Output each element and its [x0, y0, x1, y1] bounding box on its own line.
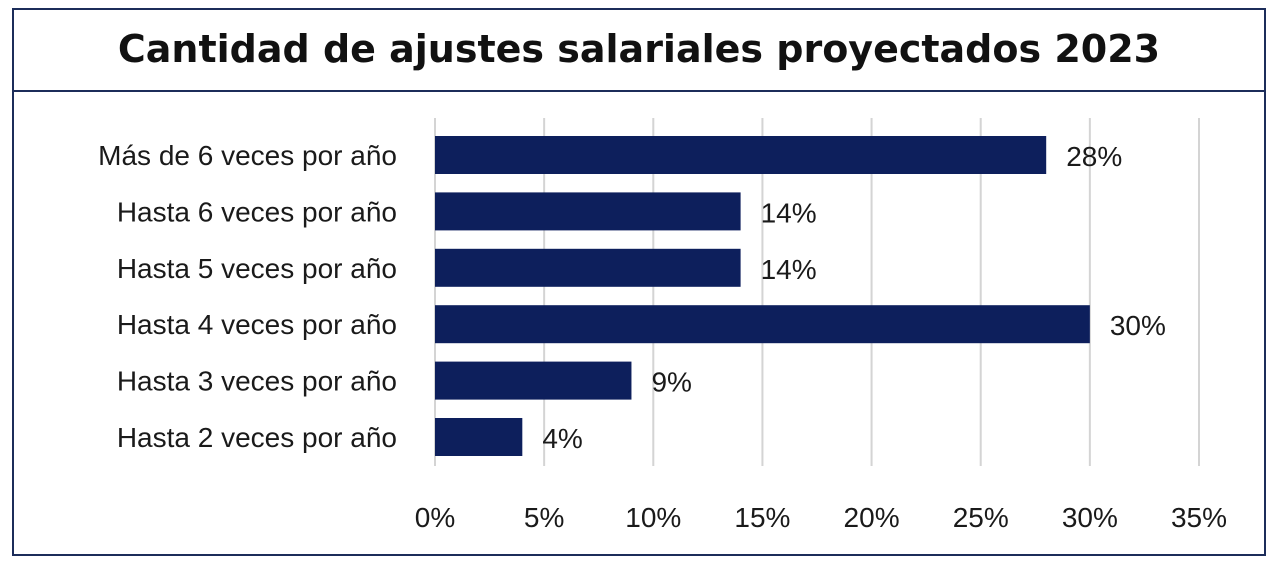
- bar: [435, 418, 523, 456]
- category-label: Hasta 3 veces por año: [117, 366, 397, 397]
- bar: [435, 248, 741, 287]
- bar: [435, 136, 1047, 174]
- x-tick-label: 35%: [1171, 502, 1227, 533]
- bar: [435, 305, 1090, 344]
- bars: [435, 136, 1090, 456]
- x-tick-label: 15%: [734, 502, 790, 533]
- title-bar: Cantidad de ajustes salariales proyectad…: [12, 8, 1266, 92]
- x-tick-label: 10%: [625, 502, 681, 533]
- category-label: Hasta 6 veces por año: [117, 196, 397, 227]
- x-tick-label: 20%: [844, 502, 900, 533]
- value-label: 14%: [761, 197, 817, 228]
- x-tick-label: 25%: [953, 502, 1009, 533]
- value-label: 28%: [1066, 141, 1122, 172]
- category-label: Hasta 2 veces por año: [117, 422, 397, 453]
- bar: [435, 192, 741, 231]
- gridlines: [434, 118, 1200, 466]
- x-axis-tick-labels: 0% 5% 10% 15% 20% 25% 30% 35%: [415, 502, 1227, 533]
- category-labels: Más de 6 veces por año Hasta 6 veces por …: [98, 140, 397, 453]
- chart-title: Cantidad de ajustes salariales proyectad…: [117, 27, 1161, 71]
- category-label: Más de 6 veces por año: [98, 140, 397, 171]
- category-label: Hasta 4 veces por año: [117, 309, 397, 340]
- value-label: 9%: [651, 367, 691, 398]
- chart-frame: [12, 8, 1266, 556]
- x-tick-label: 5%: [524, 502, 564, 533]
- value-label: 14%: [761, 254, 817, 285]
- bar: [435, 361, 632, 400]
- x-tick-label: 30%: [1062, 502, 1118, 533]
- value-label: 4%: [542, 423, 582, 454]
- value-labels: 28% 14% 14% 30% 9% 4%: [542, 141, 1166, 454]
- value-label: 30%: [1110, 310, 1166, 341]
- category-label: Hasta 5 veces por año: [117, 253, 397, 284]
- x-tick-label: 0%: [415, 502, 455, 533]
